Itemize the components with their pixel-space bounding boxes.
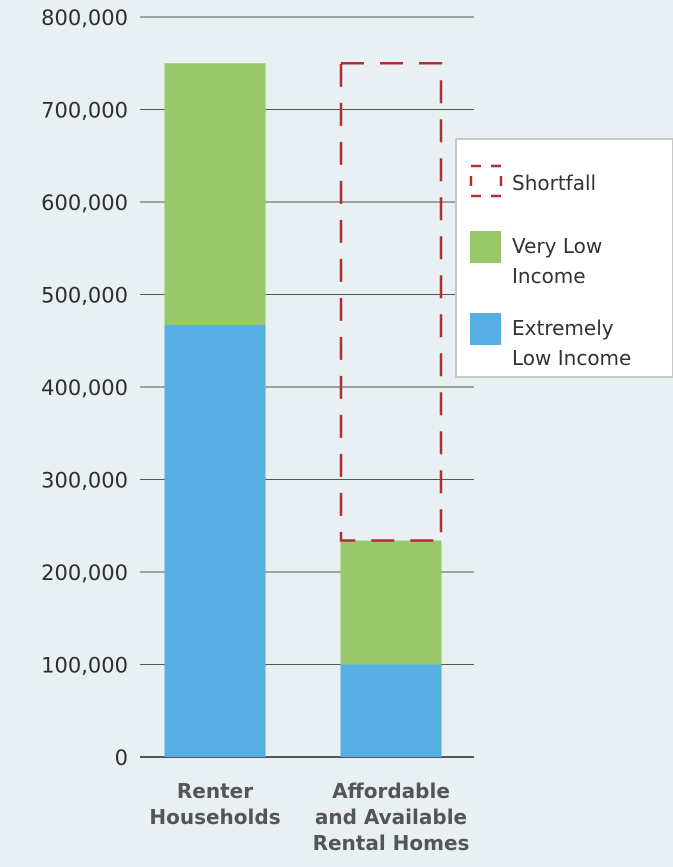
legend-item-label: Shortfall <box>512 171 596 195</box>
x-category-label: Affordable <box>332 779 450 803</box>
y-tick-label: 400,000 <box>41 376 128 400</box>
y-tick-label: 500,000 <box>41 284 128 308</box>
legend-item-label: Income <box>512 264 586 288</box>
bar-extremely-low-income <box>164 325 266 757</box>
y-tick-label: 800,000 <box>41 6 128 30</box>
shortfall-dashed-box <box>339 62 443 542</box>
x-category-label: Households <box>149 805 280 829</box>
y-tick-label: 300,000 <box>41 469 128 493</box>
y-tick-label: 600,000 <box>41 191 128 215</box>
y-tick-label: 100,000 <box>41 654 128 678</box>
y-tick-label: 0 <box>115 746 128 770</box>
legend-item-label: Extremely <box>512 316 614 340</box>
bar-very-low-income <box>340 540 442 665</box>
bar-very-low-income <box>164 63 266 326</box>
y-tick-label: 700,000 <box>41 99 128 123</box>
legend-item-label: Low Income <box>512 346 631 370</box>
y-tick-label: 200,000 <box>41 561 128 585</box>
x-category-label: Renter <box>177 779 253 803</box>
legend-item-label: Very Low <box>512 234 602 258</box>
legend-swatch-shortfall <box>469 164 503 198</box>
legend-swatch <box>470 313 501 345</box>
x-category-label: and Available <box>315 805 467 829</box>
legend-swatch <box>470 231 501 263</box>
bar-extremely-low-income <box>340 664 442 757</box>
x-category-label: Rental Homes <box>313 831 470 855</box>
